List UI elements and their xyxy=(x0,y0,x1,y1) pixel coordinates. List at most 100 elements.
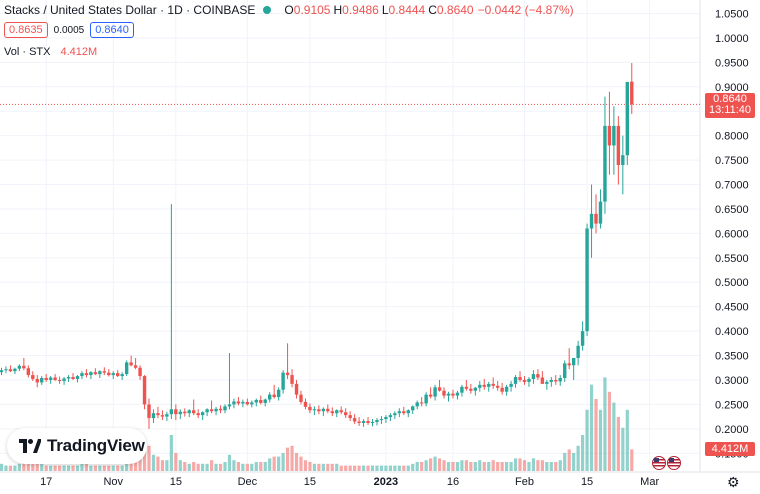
volume-bar xyxy=(455,462,460,471)
candle-body xyxy=(473,387,478,391)
volume-bar xyxy=(218,463,223,471)
candle-body xyxy=(160,415,165,417)
volume-bar xyxy=(4,465,8,471)
candle-body xyxy=(98,371,102,375)
candle-body xyxy=(540,377,545,384)
volume-bar xyxy=(214,463,218,471)
volume-bar xyxy=(187,463,191,471)
price-tick-label: 0.4000 xyxy=(715,326,749,338)
candle-body xyxy=(268,394,272,400)
tradingview-logo[interactable]: TradingView xyxy=(7,428,147,464)
volume-bar xyxy=(607,391,612,471)
candle-body xyxy=(138,367,142,377)
bar-countdown: 13:11:40 xyxy=(708,104,751,116)
spread-value: 0.0005 xyxy=(53,24,85,36)
volume-bar xyxy=(321,463,325,471)
candle-body xyxy=(133,365,138,368)
volume-bar xyxy=(616,417,620,471)
volume-bar xyxy=(299,456,303,471)
volume-bar xyxy=(263,462,267,471)
volume-bar xyxy=(223,462,227,471)
market-status-icon[interactable] xyxy=(263,6,272,14)
volume-bar xyxy=(26,460,30,471)
candle-body xyxy=(375,420,379,422)
candle-body xyxy=(165,414,169,417)
volume-bar xyxy=(581,435,585,471)
gear-icon[interactable]: ⚙ xyxy=(727,474,740,490)
volume-bar xyxy=(509,462,513,471)
volume-bar xyxy=(442,460,446,471)
volume-bar xyxy=(549,462,553,471)
volume-bar xyxy=(527,462,531,471)
candle-body xyxy=(384,417,388,420)
volume-bar xyxy=(71,465,75,471)
candle-body xyxy=(53,377,57,380)
logo-text: TradingView xyxy=(47,436,145,455)
candle-body xyxy=(40,378,44,383)
buy-price-button[interactable]: 0.8640 xyxy=(90,22,134,38)
volume-bar xyxy=(420,462,424,471)
volume-bar xyxy=(227,454,232,471)
candle-body xyxy=(205,409,209,413)
candle-body xyxy=(66,377,71,379)
candle-body xyxy=(576,345,580,358)
volume-bar xyxy=(482,462,486,471)
sell-price-button[interactable]: 0.8635 xyxy=(4,22,48,38)
volume-bar xyxy=(326,463,330,471)
volume-bar xyxy=(433,456,437,471)
volume-bar xyxy=(98,465,102,471)
candle-body xyxy=(478,384,482,388)
volume-legend[interactable]: Vol · STX 4.412M xyxy=(4,46,97,58)
volume-bar xyxy=(429,458,433,471)
candle-body xyxy=(285,372,290,376)
volume-bar xyxy=(44,465,48,471)
candle-body xyxy=(397,411,402,414)
price-tick-label: 0.9500 xyxy=(715,57,749,69)
candle-body xyxy=(536,374,540,378)
volume-bar xyxy=(58,465,62,471)
close-value: 0.8640 xyxy=(436,3,474,17)
candle-body xyxy=(4,369,8,371)
volume-bar xyxy=(178,460,182,471)
candle-body xyxy=(48,377,53,380)
time-tick-label: 16 xyxy=(447,476,459,488)
time-tick-label: 15 xyxy=(581,476,593,488)
candle-body xyxy=(487,383,491,387)
volume-bar xyxy=(554,462,558,471)
price-tick-label: 1.0500 xyxy=(715,9,749,21)
volume-bar xyxy=(563,453,567,471)
volume-bar xyxy=(201,463,205,471)
change-value: −0.0442 (−4.87%) xyxy=(477,3,574,17)
candle-body xyxy=(330,411,334,414)
volume-bar xyxy=(625,409,629,471)
candle-body xyxy=(294,383,299,395)
volume-bar xyxy=(102,465,106,471)
us-flag-icon[interactable] xyxy=(652,456,682,470)
candle-body xyxy=(442,390,446,396)
candle-body xyxy=(75,376,80,379)
volume-bar xyxy=(49,465,53,471)
candle-body xyxy=(428,394,433,397)
candle-body xyxy=(406,410,410,414)
candle-body xyxy=(411,406,415,411)
symbol-title[interactable]: Stacks / United States Dollar · 1D · COI… xyxy=(4,3,256,17)
low-label: L xyxy=(381,3,389,17)
time-tick-label: Dec xyxy=(238,476,258,488)
volume-bar xyxy=(424,460,428,471)
volume-bar xyxy=(84,463,89,471)
candle-body xyxy=(495,385,500,388)
candle-body xyxy=(531,374,536,379)
candle-body xyxy=(236,401,241,404)
volume-bar xyxy=(335,463,339,471)
volume-bar xyxy=(142,449,147,471)
volume-bar xyxy=(518,458,522,471)
candle-body xyxy=(482,384,486,387)
high-label: H xyxy=(333,3,343,17)
volume-bar xyxy=(460,460,464,471)
candle-body xyxy=(451,393,455,396)
volume-bar xyxy=(245,463,249,471)
candle-body xyxy=(120,374,124,377)
volume-bar xyxy=(285,447,290,471)
